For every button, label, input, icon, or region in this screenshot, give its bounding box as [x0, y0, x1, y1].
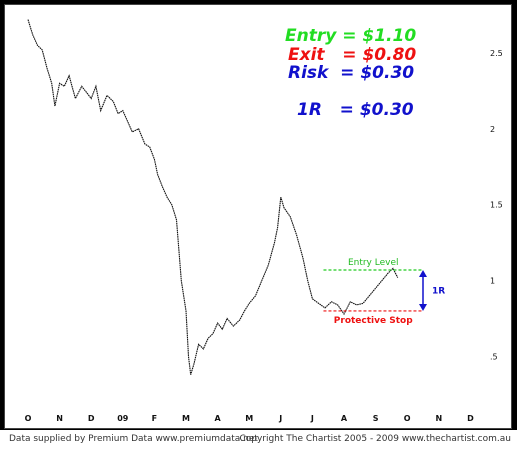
- arrow-down-icon: [419, 303, 427, 311]
- data-source-credit: Data supplied by Premium Data www.premiu…: [9, 434, 258, 444]
- x-tick-label: D: [88, 414, 95, 423]
- entry-level-label: Entry Level: [348, 258, 399, 268]
- x-axis: O N D 09 F M A M J J A S O N D: [25, 414, 474, 423]
- x-tick-label: S: [373, 414, 379, 423]
- x-tick-label: A: [214, 414, 221, 423]
- arrow-up-icon: [419, 269, 427, 277]
- x-tick-label: M: [182, 414, 190, 423]
- x-tick-label: A: [341, 414, 348, 423]
- exit-text: Exit = $0.80: [288, 45, 416, 65]
- entry-text: Entry = $1.10: [285, 26, 416, 46]
- x-tick-label: 09: [117, 414, 129, 423]
- x-tick-label: J: [278, 414, 282, 423]
- y-tick-label: 1: [490, 277, 495, 286]
- one-r-text: 1R = $0.30: [297, 100, 414, 120]
- one-r-bracket-label: 1R: [432, 286, 445, 296]
- protective-stop-label: Protective Stop: [334, 316, 413, 326]
- x-tick-label: M: [245, 414, 253, 423]
- y-tick-label: 1.5: [490, 201, 503, 210]
- x-tick-label: J: [310, 414, 314, 423]
- y-axis: 2.521.51.5: [490, 49, 503, 362]
- x-tick-label: F: [152, 414, 157, 423]
- y-tick-label: 2: [490, 125, 495, 134]
- footer: Data supplied by Premium Data www.premiu…: [0, 430, 517, 453]
- chart-panel: 2.5 2 1.5 1.5 O N D 09 F M A M J J A S O N D Entry Level …: [4, 4, 512, 429]
- x-tick-label: D: [467, 414, 474, 423]
- risk-text: Risk = $0.30: [288, 63, 414, 83]
- x-tick-label: N: [56, 414, 63, 423]
- y-tick-label: 2.5: [490, 49, 503, 58]
- x-tick-label: O: [25, 414, 32, 423]
- price-line: [27, 19, 399, 375]
- y-tick-label: .5: [490, 352, 498, 361]
- copyright-credit: Copyright The Chartist 2005 - 2009 www.t…: [239, 434, 511, 444]
- x-tick-label: O: [404, 414, 411, 423]
- x-tick-label: N: [435, 414, 442, 423]
- price-chart: 2.521.51.5 O N D 09 F M A M J J A S O N D Entry Level …: [25, 19, 503, 423]
